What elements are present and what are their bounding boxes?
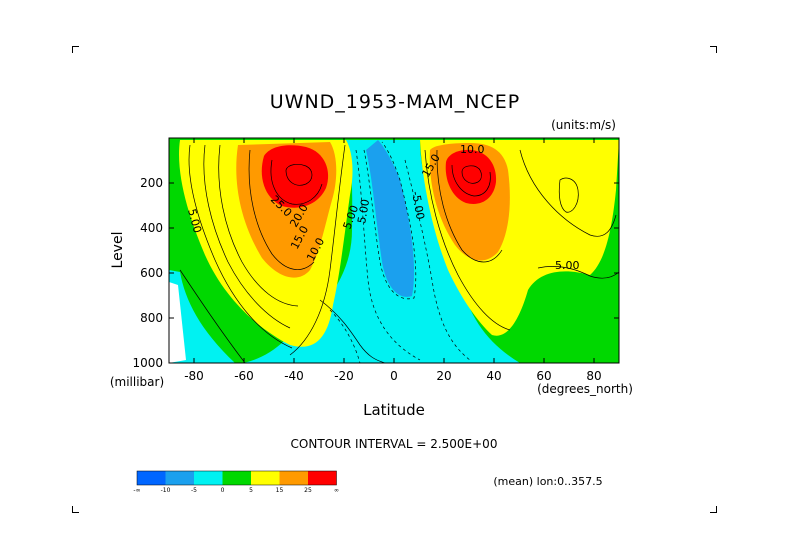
x-tick-label: 60 <box>536 369 551 383</box>
contour-label: 5.00 <box>355 198 372 224</box>
y-units-label: (millibar) <box>110 375 164 389</box>
colorbar-swatch <box>308 471 337 485</box>
x-axis-label: Latitude <box>363 401 425 419</box>
colorbar-swatch <box>251 471 280 485</box>
x-units-label: (degrees_north) <box>537 382 633 396</box>
y-tick-label: 800 <box>140 311 163 325</box>
contour-lines <box>179 144 619 363</box>
colorbar: -∞ -10 -5 0 5 15 25 ∞ <box>133 470 339 494</box>
colorbar-tick-label: -5 <box>191 487 197 494</box>
x-tick-label: -60 <box>234 369 254 383</box>
x-tick-label: 0 <box>390 369 398 383</box>
y-tick-label: 600 <box>140 266 163 280</box>
white-missing-left <box>169 282 186 363</box>
contour-interval-text: CONTOUR INTERVAL = 2.500E+00 <box>291 437 498 451</box>
y-tick-label: 400 <box>140 221 163 235</box>
colorbar-tick-label: 25 <box>304 487 312 494</box>
crop-mark-top-left <box>72 46 79 53</box>
colorbar-swatch <box>137 471 166 485</box>
colorbar-tick-label: -10 <box>161 487 171 494</box>
colorbar-tick-label: 15 <box>276 487 284 494</box>
colorbar-swatch <box>194 471 223 485</box>
x-tick-label: 20 <box>436 369 451 383</box>
axes: -80 -60 -40 -20 0 20 40 60 80 200 400 600 800 1000 <box>132 138 619 383</box>
band-cyan-left <box>169 270 235 363</box>
colorbar-swatch <box>222 471 251 485</box>
nh-red <box>445 149 497 204</box>
colorbar-tick-label: 0 <box>221 487 225 494</box>
x-tick-label: -40 <box>284 369 304 383</box>
chart-title: UWND_1953-MAM_NCEP <box>270 91 520 113</box>
contour-lines-dashed <box>329 141 471 363</box>
colorbar-tick-label: -∞ <box>133 487 140 494</box>
units-label: (units:m/s) <box>551 118 616 132</box>
y-tick-label: 200 <box>140 176 163 190</box>
contour-label: 5.00 <box>185 207 204 234</box>
colorbar-frame <box>136 470 337 486</box>
footer-text: (mean) lon:0..357.5 <box>493 475 602 488</box>
x-tick-label: -20 <box>334 369 354 383</box>
y-tick-label: 1000 <box>132 356 163 370</box>
y-axis-label: Level <box>110 232 126 269</box>
contour-label: 10.0 <box>460 143 485 156</box>
colorbar-tick-label: ∞ <box>334 487 339 494</box>
colorbar-tick-label: 5 <box>249 487 253 494</box>
colorbar-swatch <box>279 471 308 485</box>
crop-mark-bottom-left <box>72 506 79 513</box>
x-tick-label: 40 <box>486 369 501 383</box>
colorbar-swatch <box>165 471 194 485</box>
contour-label: 5.00 <box>555 259 580 272</box>
sh-red <box>261 145 329 208</box>
contour-field: 5.00 10.0 15.0 20.0 25.0 5.00 5.00 10.0 … <box>169 138 619 363</box>
x-tick-label: 80 <box>586 369 601 383</box>
contour-label: -5.00 <box>409 190 427 220</box>
band-blue-center <box>366 140 415 297</box>
crop-mark-top-right <box>710 46 717 53</box>
band-cyan-center <box>240 140 520 363</box>
x-tick-label: -80 <box>184 369 204 383</box>
crop-mark-bottom-right <box>710 506 717 513</box>
